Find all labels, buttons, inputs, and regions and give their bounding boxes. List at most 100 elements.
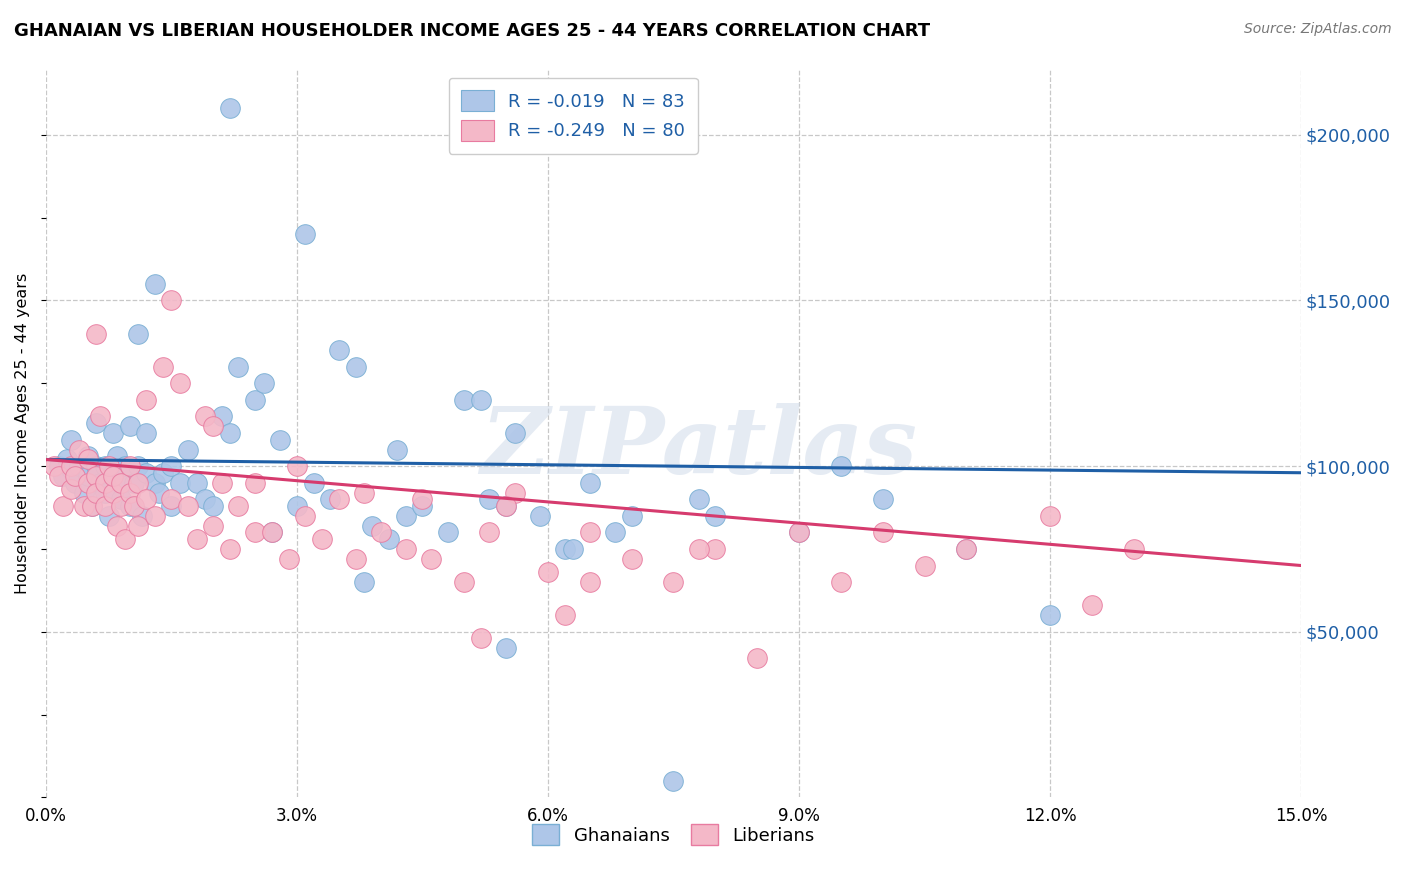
- Point: [529, 508, 551, 523]
- Point: [127, 459, 149, 474]
- Point: [60, 433, 83, 447]
- Point: [118, 459, 141, 474]
- Point: [72, 499, 94, 513]
- Point: [80, 499, 103, 513]
- Point: [787, 525, 810, 540]
- Legend: Ghanaians, Liberians: Ghanaians, Liberians: [523, 815, 824, 854]
- Point: [1081, 599, 1104, 613]
- Point: [955, 541, 977, 556]
- Point: [228, 499, 250, 513]
- Point: [228, 359, 250, 374]
- Point: [65, 475, 87, 490]
- Point: [105, 518, 128, 533]
- Point: [411, 492, 433, 507]
- Point: [186, 475, 208, 490]
- Point: [93, 499, 115, 513]
- Point: [110, 499, 132, 513]
- Point: [93, 485, 115, 500]
- Point: [118, 499, 141, 513]
- Point: [328, 343, 350, 358]
- Point: [93, 475, 115, 490]
- Point: [243, 392, 266, 407]
- Point: [370, 525, 392, 540]
- Point: [361, 518, 384, 533]
- Point: [704, 508, 727, 523]
- Point: [131, 508, 153, 523]
- Point: [219, 541, 242, 556]
- Point: [955, 541, 977, 556]
- Point: [243, 525, 266, 540]
- Point: [453, 392, 475, 407]
- Point: [211, 475, 233, 490]
- Point: [60, 462, 83, 476]
- Point: [453, 575, 475, 590]
- Point: [872, 492, 894, 507]
- Point: [260, 525, 283, 540]
- Point: [294, 227, 316, 242]
- Point: [470, 632, 492, 646]
- Point: [688, 541, 710, 556]
- Point: [830, 459, 852, 474]
- Point: [503, 425, 526, 440]
- Point: [152, 466, 174, 480]
- Point: [143, 508, 166, 523]
- Point: [294, 508, 316, 523]
- Point: [93, 459, 115, 474]
- Y-axis label: Householder Income Ages 25 - 44 years: Householder Income Ages 25 - 44 years: [15, 272, 30, 593]
- Point: [554, 541, 576, 556]
- Point: [110, 475, 132, 490]
- Point: [603, 525, 626, 540]
- Text: ZIPatlas: ZIPatlas: [479, 402, 917, 492]
- Point: [202, 419, 225, 434]
- Point: [135, 466, 157, 480]
- Point: [101, 469, 124, 483]
- Point: [202, 518, 225, 533]
- Point: [169, 475, 191, 490]
- Point: [69, 459, 91, 474]
- Point: [169, 376, 191, 391]
- Text: GHANAIAN VS LIBERIAN HOUSEHOLDER INCOME AGES 25 - 44 YEARS CORRELATION CHART: GHANAIAN VS LIBERIAN HOUSEHOLDER INCOME …: [14, 22, 931, 40]
- Point: [118, 419, 141, 434]
- Point: [44, 459, 66, 474]
- Point: [114, 459, 136, 474]
- Point: [76, 449, 98, 463]
- Point: [84, 416, 107, 430]
- Point: [395, 541, 418, 556]
- Point: [411, 499, 433, 513]
- Point: [470, 392, 492, 407]
- Point: [177, 499, 200, 513]
- Point: [378, 532, 401, 546]
- Point: [1039, 608, 1062, 623]
- Point: [219, 425, 242, 440]
- Point: [579, 525, 602, 540]
- Point: [395, 508, 418, 523]
- Point: [787, 525, 810, 540]
- Point: [688, 492, 710, 507]
- Point: [84, 459, 107, 474]
- Point: [495, 641, 517, 656]
- Point: [152, 359, 174, 374]
- Point: [122, 499, 145, 513]
- Point: [110, 492, 132, 507]
- Point: [143, 277, 166, 291]
- Point: [186, 532, 208, 546]
- Point: [620, 552, 643, 566]
- Point: [48, 459, 70, 474]
- Point: [160, 459, 183, 474]
- Point: [219, 101, 242, 115]
- Point: [65, 469, 87, 483]
- Point: [353, 485, 375, 500]
- Point: [160, 492, 183, 507]
- Point: [118, 485, 141, 500]
- Point: [127, 326, 149, 341]
- Point: [105, 449, 128, 463]
- Point: [97, 459, 120, 474]
- Point: [84, 485, 107, 500]
- Point: [503, 485, 526, 500]
- Point: [101, 485, 124, 500]
- Point: [122, 475, 145, 490]
- Point: [554, 608, 576, 623]
- Point: [135, 425, 157, 440]
- Point: [344, 552, 367, 566]
- Point: [48, 469, 70, 483]
